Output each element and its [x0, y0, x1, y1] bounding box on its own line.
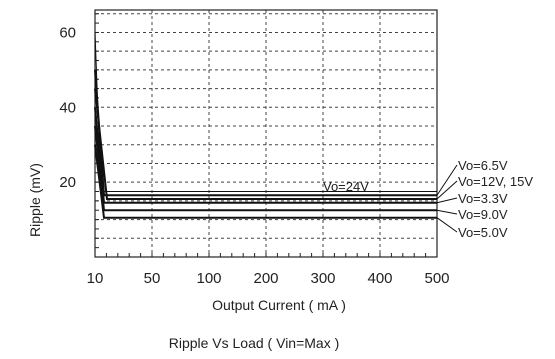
x-tick-label: 400: [367, 270, 392, 287]
y-tick-label: 40: [59, 99, 76, 116]
series-label: Vo=5.0V: [458, 225, 508, 240]
y-tick-label: 20: [59, 174, 76, 191]
x-tick-label: 500: [424, 270, 449, 287]
x-axis-tick-labels: 10 50 100 200 300 400 500: [87, 270, 450, 287]
series-lines: [94, 32, 437, 219]
y-tick-label: 60: [59, 24, 76, 41]
series-label: Vo=12V, 15V: [458, 174, 533, 189]
series-line: [94, 144, 437, 219]
series-label: Vo=24V: [323, 179, 369, 194]
x-tick-label: 300: [310, 270, 335, 287]
series-label-leader: [436, 164, 458, 196]
x-tick-label: 100: [196, 270, 221, 287]
series-label: Vo=6.5V: [458, 158, 508, 173]
series-label-leader: [436, 180, 458, 200]
series-line: [94, 88, 437, 200]
series-label-leader: [436, 217, 458, 233]
series-label: Vo=9.0V: [458, 207, 508, 222]
chart-title: Ripple Vs Load ( Vin=Max ): [169, 335, 340, 351]
x-tick-label: 50: [144, 270, 161, 287]
series-label-leader: [436, 197, 458, 204]
y-axis-label: Ripple (mV): [27, 163, 43, 237]
chart-grid: [95, 10, 437, 257]
x-tick-label: 200: [253, 270, 278, 287]
x-axis-label: Output Current ( mA ): [212, 297, 346, 313]
series-label-leader: [436, 209, 458, 215]
series-label: Vo=3.3V: [458, 191, 508, 206]
y-axis-tick-labels: 20 40 60: [59, 24, 76, 191]
x-tick-label: 10: [87, 270, 104, 287]
series-label-leaders: [436, 164, 458, 233]
